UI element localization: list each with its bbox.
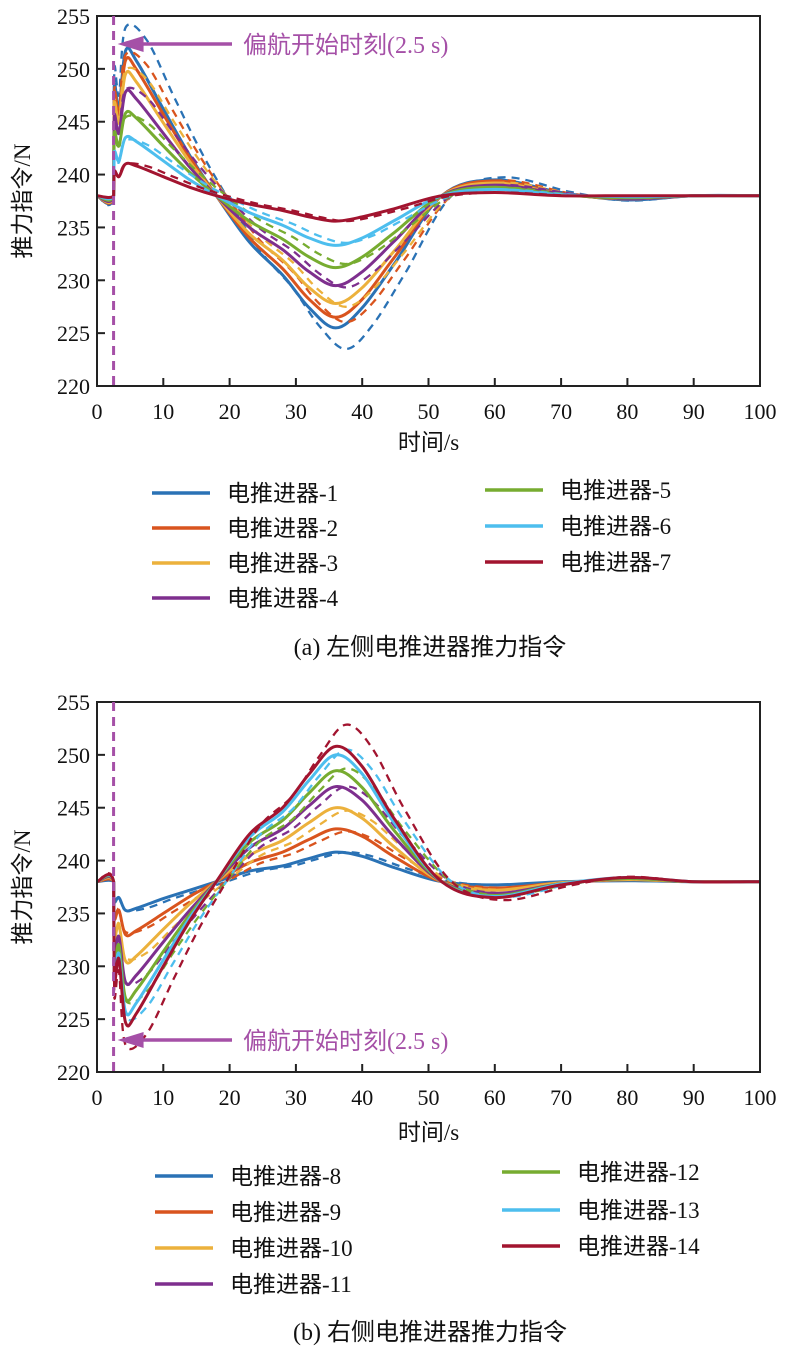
legend-label: 电推进器-8 — [230, 1164, 341, 1189]
series-line-5 — [96, 769, 761, 1003]
x-tick-label: 50 — [418, 399, 440, 424]
annotation-text: 偏航开始时刻(2.5 s) — [243, 32, 448, 59]
y-tick-label: 250 — [57, 57, 90, 82]
legend-label: 电推进器-6 — [560, 514, 671, 539]
annotation-arrow-head-icon — [117, 1032, 144, 1048]
x-tick-label: 100 — [744, 1085, 777, 1110]
legend-label: 电推进器-1 — [227, 481, 338, 506]
legend-label: 电推进器-3 — [227, 551, 338, 576]
series-line-3 — [96, 806, 761, 965]
series-reference-dashed-7 — [96, 162, 760, 223]
x-tick-label: 40 — [351, 399, 373, 424]
series-line-4 — [96, 785, 761, 987]
panel-caption: (a) 左侧电推进器推力指令 — [294, 634, 567, 661]
series-line-1 — [96, 46, 761, 330]
series-reference-dashed-6 — [96, 748, 761, 1022]
x-tick-label: 10 — [152, 399, 174, 424]
series-line-7 — [96, 744, 761, 1028]
x-tick-label: 80 — [616, 399, 638, 424]
y-tick-label: 235 — [57, 215, 90, 240]
x-tick-label: 20 — [219, 1085, 241, 1110]
y-tick-label: 220 — [57, 1060, 90, 1085]
legend-label: 电推进器-13 — [577, 1198, 700, 1223]
x-tick-label: 90 — [683, 1085, 705, 1110]
series-reference-dashed-5 — [96, 767, 761, 1005]
x-axis-label: 时间/s — [398, 430, 459, 455]
y-tick-label: 230 — [57, 268, 90, 293]
series-line-3 — [96, 69, 761, 306]
legend-label: 电推进器-5 — [560, 478, 671, 503]
legend-label: 电推进器-10 — [230, 1236, 353, 1261]
x-tick-label: 0 — [92, 399, 103, 424]
x-tick-label: 20 — [219, 399, 241, 424]
x-tick-label: 0 — [92, 1085, 103, 1110]
legend-label: 电推进器-7 — [560, 550, 671, 575]
y-tick-label: 240 — [57, 163, 90, 188]
y-tick-label: 255 — [57, 4, 90, 29]
x-tick-label: 100 — [744, 399, 777, 424]
x-tick-label: 80 — [616, 1085, 638, 1110]
y-axis-label: 推力指令/N — [10, 143, 35, 258]
legend-label: 电推进器-14 — [577, 1234, 700, 1259]
x-axis-label: 时间/s — [398, 1120, 459, 1145]
x-tick-label: 70 — [550, 1085, 572, 1110]
series-line-4 — [96, 88, 761, 288]
series-reference-dashed-4 — [96, 785, 761, 986]
legend-label: 电推进器-2 — [227, 516, 338, 541]
x-tick-label: 90 — [683, 399, 705, 424]
panel-b: 0 10 20 30 40 50 60 70 80 90 100 220 225 230 235 240 245… — [10, 690, 777, 1346]
y-tick-label: 220 — [57, 374, 90, 399]
series-line-2 — [96, 55, 761, 319]
series-reference-dashed-1 — [96, 23, 761, 351]
y-axis-label: 推力指令/N — [10, 829, 35, 944]
y-tick-label: 225 — [57, 1007, 90, 1032]
y-tick-label: 230 — [57, 954, 90, 979]
series-reference-dashed-3 — [96, 809, 761, 961]
x-tick-label: 30 — [285, 399, 307, 424]
x-tick-label: 30 — [285, 1085, 307, 1110]
y-tick-label: 245 — [57, 110, 90, 135]
legend-label: 电推进器-11 — [230, 1272, 352, 1297]
x-tick-label: 40 — [351, 1085, 373, 1110]
series-line-6 — [96, 753, 761, 1017]
legend-label: 电推进器-9 — [230, 1200, 341, 1225]
annotation-arrow-head-icon — [117, 36, 144, 52]
legend-label: 电推进器-4 — [227, 586, 339, 611]
series-reference-dashed-6 — [96, 138, 761, 245]
panel-a: 0 10 20 30 40 50 60 70 80 90 100 220 225 230 235 240 245… — [10, 4, 777, 661]
series-reference-dashed-4 — [96, 86, 761, 289]
annotation-text: 偏航开始时刻(2.5 s) — [243, 1028, 448, 1055]
x-tick-label: 70 — [550, 399, 572, 424]
series-group — [96, 723, 761, 1051]
y-tick-label: 235 — [57, 901, 90, 926]
y-tick-label: 250 — [57, 743, 90, 768]
x-tick-label: 60 — [484, 399, 506, 424]
legend-label: 电推进器-12 — [577, 1160, 700, 1185]
y-tick-label: 255 — [57, 690, 90, 715]
panel-caption: (b) 右侧电推进器推力指令 — [293, 1319, 567, 1346]
y-tick-label: 225 — [57, 321, 90, 346]
x-tick-label: 10 — [152, 1085, 174, 1110]
x-tick-label: 50 — [418, 1085, 440, 1110]
y-tick-label: 240 — [57, 849, 90, 874]
series-group — [96, 23, 761, 351]
x-tick-label: 60 — [484, 1085, 506, 1110]
y-tick-label: 245 — [57, 796, 90, 821]
series-line-7 — [96, 161, 760, 223]
